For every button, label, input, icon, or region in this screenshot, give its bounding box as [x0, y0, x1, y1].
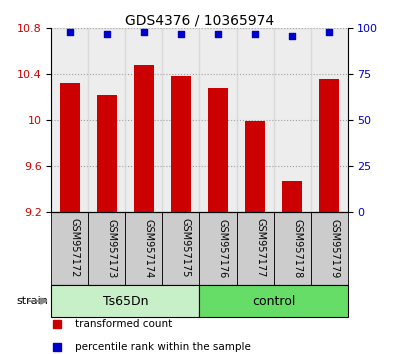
- Bar: [199, 285, 348, 318]
- Point: [215, 31, 221, 37]
- Bar: [51, 285, 199, 318]
- Point: [178, 31, 184, 37]
- Text: GSM957177: GSM957177: [255, 218, 265, 278]
- Bar: [237, 28, 274, 212]
- Bar: [274, 28, 310, 212]
- Bar: [51, 212, 88, 285]
- Bar: [199, 212, 237, 285]
- Bar: [126, 28, 162, 212]
- Bar: [310, 212, 348, 285]
- Point: [141, 29, 147, 35]
- Bar: [319, 79, 339, 211]
- Bar: [126, 212, 162, 285]
- Bar: [88, 28, 126, 212]
- Title: GDS4376 / 10365974: GDS4376 / 10365974: [125, 13, 274, 27]
- Point: [289, 33, 295, 39]
- Bar: [274, 212, 310, 285]
- Bar: [199, 28, 237, 212]
- Bar: [51, 28, 88, 212]
- Text: control: control: [252, 295, 295, 308]
- Bar: [237, 212, 274, 285]
- Bar: [310, 28, 348, 212]
- Text: GSM957174: GSM957174: [144, 218, 154, 278]
- Text: GSM957176: GSM957176: [218, 218, 228, 278]
- Bar: [134, 65, 154, 211]
- Bar: [171, 76, 191, 211]
- Bar: [282, 181, 302, 211]
- Text: GSM957172: GSM957172: [70, 218, 80, 278]
- Point: [104, 31, 110, 37]
- Bar: [162, 28, 199, 212]
- Point: [67, 29, 73, 35]
- Text: Ts65Dn: Ts65Dn: [103, 295, 148, 308]
- Text: GSM957178: GSM957178: [292, 218, 302, 278]
- Text: GSM957179: GSM957179: [329, 218, 339, 278]
- Text: GSM957173: GSM957173: [107, 218, 117, 278]
- Bar: [97, 95, 117, 211]
- Text: strain: strain: [17, 296, 49, 306]
- Point: [252, 31, 258, 37]
- Bar: [208, 88, 228, 211]
- Text: transformed count: transformed count: [75, 319, 172, 329]
- Bar: [245, 121, 265, 211]
- Bar: [88, 212, 126, 285]
- Point: [326, 29, 332, 35]
- Text: GSM957175: GSM957175: [181, 218, 191, 278]
- Bar: [162, 212, 199, 285]
- Text: percentile rank within the sample: percentile rank within the sample: [75, 342, 251, 352]
- Bar: [60, 83, 80, 211]
